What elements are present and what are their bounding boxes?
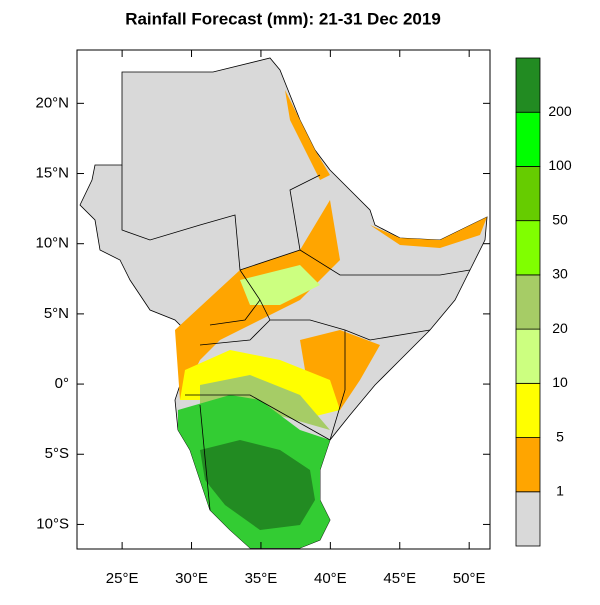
colorbar-label: 10: [552, 374, 568, 390]
title: Rainfall Forecast (mm): 21-31 Dec 2019: [125, 9, 441, 28]
colorbar-label: 100: [548, 157, 572, 173]
x-tick-label: 30°E: [175, 570, 208, 587]
y-tick-label: 0°: [55, 375, 69, 392]
rain-light-green: [200, 375, 330, 430]
colorbar-label: 1: [556, 482, 564, 498]
colorbar: 1 5 10 20 30 50 100 200: [515, 57, 572, 547]
rain-orange: [370, 217, 487, 248]
y-tick-label: 10°N: [35, 235, 69, 252]
y-tick-label: 5°N: [44, 305, 69, 322]
colorbar-box: [515, 220, 541, 276]
colorbar-label: 5: [556, 428, 564, 444]
rain-orange: [285, 90, 330, 180]
rain-light-green: [240, 265, 320, 305]
y-tick-label: 5°S: [45, 445, 69, 462]
colorbar-box: [515, 328, 541, 384]
axis-ticks: 25°E 30°E 35°E 40°E 45°E 50°E 20°N 15°N 10°N 5°N 0…: [35, 50, 490, 587]
y-tick-label: 10°S: [36, 515, 69, 532]
colorbar-box: [515, 166, 541, 222]
colorbar-box: [515, 57, 541, 113]
colorbar-label: 200: [548, 103, 572, 119]
colorbar-box: [515, 111, 541, 167]
x-tick-label: 40°E: [314, 570, 347, 587]
rain-dark-green: [200, 440, 315, 530]
y-tick-label: 15°N: [35, 164, 69, 181]
x-tick-label: 35°E: [245, 570, 278, 587]
map-shapes: [79, 57, 488, 549]
x-tick-label: 45°E: [383, 570, 416, 587]
x-tick-label: 25°E: [106, 570, 139, 587]
colorbar-box: [515, 382, 541, 438]
map-frame: [76, 49, 491, 550]
colorbar-label: 30: [552, 266, 568, 282]
x-tick-label: 50°E: [453, 570, 486, 587]
colorbar-box: [515, 491, 541, 547]
y-tick-label: 20°N: [35, 94, 69, 111]
colorbar-label: 50: [552, 211, 568, 227]
colorbar-box: [515, 274, 541, 330]
colorbar-label: 20: [552, 320, 568, 336]
country-border: [121, 165, 471, 511]
colorbar-box: [515, 437, 541, 493]
